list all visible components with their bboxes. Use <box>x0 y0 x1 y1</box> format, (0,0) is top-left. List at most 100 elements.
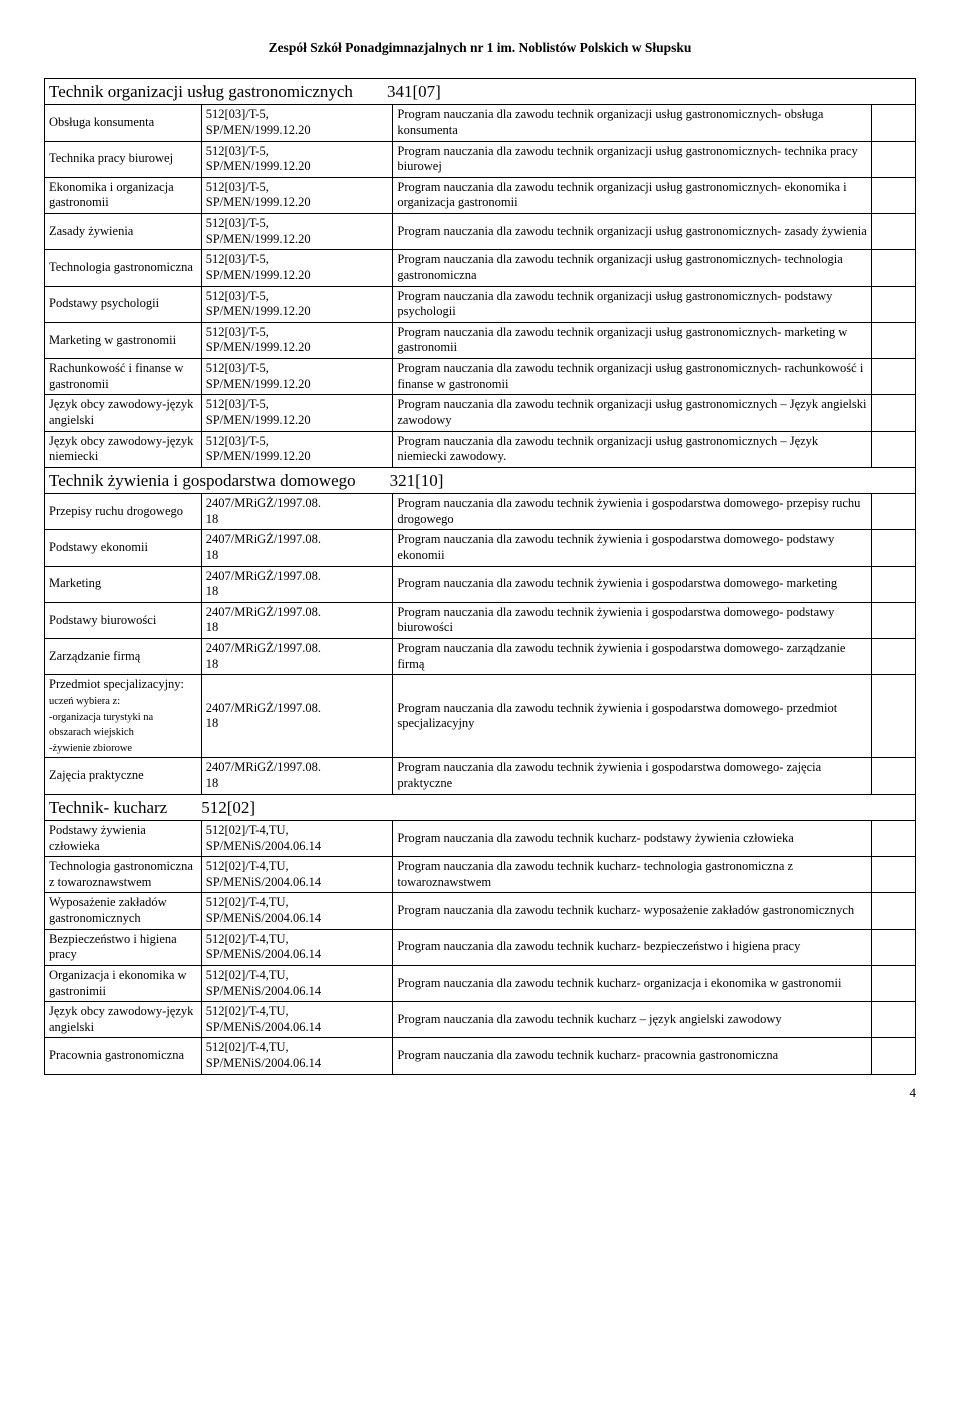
description-cell: Program nauczania dla zawodu technik kuc… <box>393 820 872 856</box>
description-cell: Program nauczania dla zawodu technik kuc… <box>393 1038 872 1074</box>
empty-cell <box>872 857 916 893</box>
page-number: 4 <box>44 1085 916 1101</box>
description-cell: Program nauczania dla zawodu technik kuc… <box>393 929 872 965</box>
empty-cell <box>872 141 916 177</box>
empty-cell <box>872 893 916 929</box>
section-title: Technik organizacji usług gastronomiczny… <box>45 79 916 105</box>
page-header: Zespół Szkół Ponadgimnazjalnych nr 1 im.… <box>44 40 916 56</box>
table-row: Przepisy ruchu drogowego2407/MRiGŻ/1997.… <box>45 494 916 530</box>
table-row: Rachunkowość i finanse w gastronomii512[… <box>45 359 916 395</box>
description-cell: Program nauczania dla zawodu technik org… <box>393 250 872 286</box>
code-cell: 512[02]/T-4,TU, SP/MENiS/2004.06.14 <box>201 965 393 1001</box>
table-row: Technika pracy biurowej512[03]/T-5, SP/M… <box>45 141 916 177</box>
subject-cell: Zasady żywienia <box>45 214 202 250</box>
code-cell: 512[02]/T-4,TU, SP/MENiS/2004.06.14 <box>201 1002 393 1038</box>
subject-cell: Język obcy zawodowy-język angielski <box>45 1002 202 1038</box>
description-cell: Program nauczania dla zawodu technik żyw… <box>393 602 872 638</box>
curriculum-table: Technik organizacji usług gastronomiczny… <box>44 78 916 1075</box>
description-cell: Program nauczania dla zawodu technik org… <box>393 214 872 250</box>
subject-cell: Technologia gastronomiczna z towaroznaws… <box>45 857 202 893</box>
empty-cell <box>872 250 916 286</box>
subject-cell: Zajęcia praktyczne <box>45 758 202 794</box>
section-title: Technik żywienia i gospodarstwa domowego… <box>45 467 916 493</box>
description-cell: Program nauczania dla zawodu technik żyw… <box>393 758 872 794</box>
code-cell: 512[03]/T-5, SP/MEN/1999.12.20 <box>201 395 393 431</box>
code-cell: 2407/MRiGŻ/1997.08. 18 <box>201 602 393 638</box>
subject-cell: Technologia gastronomiczna <box>45 250 202 286</box>
description-cell: Program nauczania dla zawodu technik org… <box>393 359 872 395</box>
table-row: Technologia gastronomiczna512[03]/T-5, S… <box>45 250 916 286</box>
code-cell: 512[03]/T-5, SP/MEN/1999.12.20 <box>201 359 393 395</box>
description-cell: Program nauczania dla zawodu technik org… <box>393 141 872 177</box>
subject-cell: Podstawy ekonomii <box>45 530 202 566</box>
code-cell: 2407/MRiGŻ/1997.08. 18 <box>201 639 393 675</box>
code-cell: 2407/MRiGŻ/1997.08. 18 <box>201 675 393 758</box>
subject-cell: Przepisy ruchu drogowego <box>45 494 202 530</box>
table-row: Podstawy biurowości2407/MRiGŻ/1997.08. 1… <box>45 602 916 638</box>
subject-cell: Język obcy zawodowy-język angielski <box>45 395 202 431</box>
code-cell: 512[03]/T-5, SP/MEN/1999.12.20 <box>201 250 393 286</box>
code-cell: 512[02]/T-4,TU, SP/MENiS/2004.06.14 <box>201 893 393 929</box>
table-row: Marketing2407/MRiGŻ/1997.08. 18Program n… <box>45 566 916 602</box>
code-cell: 512[02]/T-4,TU, SP/MENiS/2004.06.14 <box>201 1038 393 1074</box>
description-cell: Program nauczania dla zawodu technik org… <box>393 395 872 431</box>
code-cell: 512[03]/T-5, SP/MEN/1999.12.20 <box>201 105 393 141</box>
subject-cell: Organizacja i ekonomika w gastronimii <box>45 965 202 1001</box>
empty-cell <box>872 177 916 213</box>
table-row: Zasady żywienia512[03]/T-5, SP/MEN/1999.… <box>45 214 916 250</box>
description-cell: Program nauczania dla zawodu technik żyw… <box>393 675 872 758</box>
description-cell: Program nauczania dla zawodu technik kuc… <box>393 1002 872 1038</box>
description-cell: Program nauczania dla zawodu technik org… <box>393 286 872 322</box>
description-cell: Program nauczania dla zawodu technik żyw… <box>393 566 872 602</box>
empty-cell <box>872 639 916 675</box>
code-cell: 2407/MRiGŻ/1997.08. 18 <box>201 758 393 794</box>
empty-cell <box>872 675 916 758</box>
subject-cell: Przedmiot specjalizacyjny:uczeń wybiera … <box>45 675 202 758</box>
description-cell: Program nauczania dla zawodu technik żyw… <box>393 530 872 566</box>
table-row: Organizacja i ekonomika w gastronimii512… <box>45 965 916 1001</box>
subject-cell: Wyposażenie zakładów gastronomicznych <box>45 893 202 929</box>
code-cell: 512[02]/T-4,TU, SP/MENiS/2004.06.14 <box>201 857 393 893</box>
empty-cell <box>872 530 916 566</box>
empty-cell <box>872 758 916 794</box>
table-row: Ekonomika i organizacja gastronomii512[0… <box>45 177 916 213</box>
table-row: Marketing w gastronomii512[03]/T-5, SP/M… <box>45 322 916 358</box>
code-cell: 2407/MRiGŻ/1997.08. 18 <box>201 494 393 530</box>
table-row: Język obcy zawodowy-język niemiecki512[0… <box>45 431 916 467</box>
subject-cell: Technika pracy biurowej <box>45 141 202 177</box>
code-cell: 512[03]/T-5, SP/MEN/1999.12.20 <box>201 322 393 358</box>
table-row: Obsługa konsumenta512[03]/T-5, SP/MEN/19… <box>45 105 916 141</box>
code-cell: 512[02]/T-4,TU, SP/MENiS/2004.06.14 <box>201 820 393 856</box>
table-row: Zajęcia praktyczne2407/MRiGŻ/1997.08. 18… <box>45 758 916 794</box>
code-cell: 2407/MRiGŻ/1997.08. 18 <box>201 566 393 602</box>
code-cell: 512[03]/T-5, SP/MEN/1999.12.20 <box>201 177 393 213</box>
table-row: Język obcy zawodowy-język angielski512[0… <box>45 1002 916 1038</box>
subject-cell: Marketing w gastronomii <box>45 322 202 358</box>
subject-cell: Podstawy psychologii <box>45 286 202 322</box>
table-row: Język obcy zawodowy-język angielski512[0… <box>45 395 916 431</box>
table-row: Podstawy żywienia człowieka512[02]/T-4,T… <box>45 820 916 856</box>
empty-cell <box>872 359 916 395</box>
empty-cell <box>872 965 916 1001</box>
empty-cell <box>872 395 916 431</box>
subject-cell: Podstawy biurowości <box>45 602 202 638</box>
table-row: Bezpieczeństwo i higiena pracy512[02]/T-… <box>45 929 916 965</box>
empty-cell <box>872 602 916 638</box>
empty-cell <box>872 566 916 602</box>
subject-cell: Język obcy zawodowy-język niemiecki <box>45 431 202 467</box>
subject-cell: Zarządzanie firmą <box>45 639 202 675</box>
empty-cell <box>872 322 916 358</box>
table-row: Podstawy psychologii512[03]/T-5, SP/MEN/… <box>45 286 916 322</box>
table-row: Podstawy ekonomii2407/MRiGŻ/1997.08. 18P… <box>45 530 916 566</box>
description-cell: Program nauczania dla zawodu technik żyw… <box>393 639 872 675</box>
description-cell: Program nauczania dla zawodu technik żyw… <box>393 494 872 530</box>
empty-cell <box>872 1038 916 1074</box>
description-cell: Program nauczania dla zawodu technik org… <box>393 322 872 358</box>
code-cell: 512[03]/T-5, SP/MEN/1999.12.20 <box>201 286 393 322</box>
empty-cell <box>872 929 916 965</box>
code-cell: 2407/MRiGŻ/1997.08. 18 <box>201 530 393 566</box>
table-row: Wyposażenie zakładów gastronomicznych512… <box>45 893 916 929</box>
empty-cell <box>872 431 916 467</box>
code-cell: 512[03]/T-5, SP/MEN/1999.12.20 <box>201 431 393 467</box>
empty-cell <box>872 494 916 530</box>
